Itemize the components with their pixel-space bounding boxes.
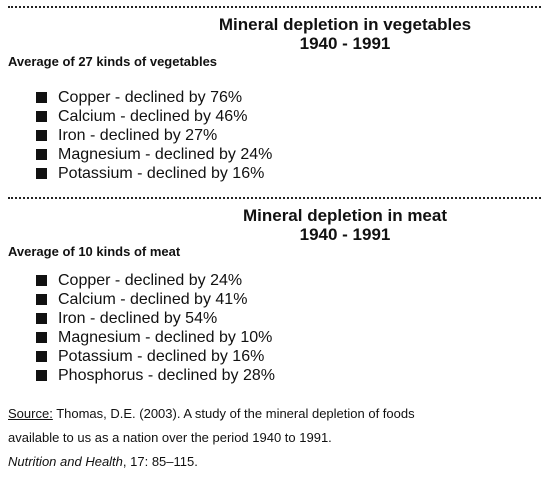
- square-bullet-icon: [36, 92, 47, 103]
- source-label: Source:: [8, 406, 53, 421]
- meat-mineral-list: Copper - declined by 24% Calcium - decli…: [36, 271, 275, 385]
- journal-citation: , 17: 85–115.: [122, 454, 198, 469]
- list-item-text: Iron - declined by 27%: [58, 127, 218, 144]
- meat-subtitle: Average of 10 kinds of meat: [8, 244, 181, 259]
- list-item-text: Calcium - declined by 41%: [58, 291, 248, 308]
- list-item: Magnesium - declined by 10%: [36, 328, 275, 347]
- vegetables-title-line1: Mineral depletion in vegetables: [218, 15, 472, 34]
- list-item-text: Magnesium - declined by 24%: [58, 146, 273, 163]
- square-bullet-icon: [36, 111, 47, 122]
- square-bullet-icon: [36, 351, 47, 362]
- list-item: Potassium - declined by 16%: [36, 164, 272, 183]
- square-bullet-icon: [36, 130, 47, 141]
- list-item: Copper - declined by 24%: [36, 271, 275, 290]
- square-bullet-icon: [36, 313, 47, 324]
- list-item-text: Copper - declined by 24%: [58, 272, 243, 289]
- list-item-text: Copper - declined by 76%: [58, 89, 243, 106]
- vegetables-mineral-list: Copper - declined by 76% Calcium - decli…: [36, 88, 272, 183]
- list-item: Iron - declined by 54%: [36, 309, 275, 328]
- vegetables-title-years: 1940 - 1991: [299, 34, 391, 53]
- list-item-text: Potassium - declined by 16%: [58, 165, 265, 182]
- source-line2-text: available to us as a nation over the per…: [8, 430, 332, 445]
- middle-dotted-divider: [8, 197, 541, 199]
- source-line1-text: Thomas, D.E. (2003). A study of the mine…: [52, 406, 415, 421]
- list-item: Calcium - declined by 46%: [36, 107, 272, 126]
- list-item: Phosphorus - declined by 28%: [36, 366, 275, 385]
- square-bullet-icon: [36, 275, 47, 286]
- source-citation: Source: Thomas, D.E. (2003). A study of …: [8, 402, 543, 474]
- meat-title: Mineral depletion in meat 1940 - 1991: [195, 206, 495, 244]
- square-bullet-icon: [36, 149, 47, 160]
- list-item: Calcium - declined by 41%: [36, 290, 275, 309]
- list-item-text: Phosphorus - declined by 28%: [58, 367, 276, 384]
- square-bullet-icon: [36, 370, 47, 381]
- list-item: Iron - declined by 27%: [36, 126, 272, 145]
- vegetables-title: Mineral depletion in vegetables 1940 - 1…: [195, 15, 495, 53]
- journal-name: Nutrition and Health: [8, 454, 123, 469]
- square-bullet-icon: [36, 294, 47, 305]
- vegetables-subtitle: Average of 27 kinds of vegetables: [8, 54, 218, 69]
- list-item: Magnesium - declined by 24%: [36, 145, 272, 164]
- list-item: Copper - declined by 76%: [36, 88, 272, 107]
- meat-title-line1: Mineral depletion in meat: [242, 206, 448, 225]
- list-item-text: Iron - declined by 54%: [58, 310, 218, 327]
- list-item-text: Potassium - declined by 16%: [58, 348, 265, 365]
- meat-title-years: 1940 - 1991: [299, 225, 391, 244]
- list-item-text: Calcium - declined by 46%: [58, 108, 248, 125]
- top-dotted-divider: [8, 6, 541, 8]
- square-bullet-icon: [36, 332, 47, 343]
- list-item-text: Magnesium - declined by 10%: [58, 329, 273, 346]
- list-item: Potassium - declined by 16%: [36, 347, 275, 366]
- square-bullet-icon: [36, 168, 47, 179]
